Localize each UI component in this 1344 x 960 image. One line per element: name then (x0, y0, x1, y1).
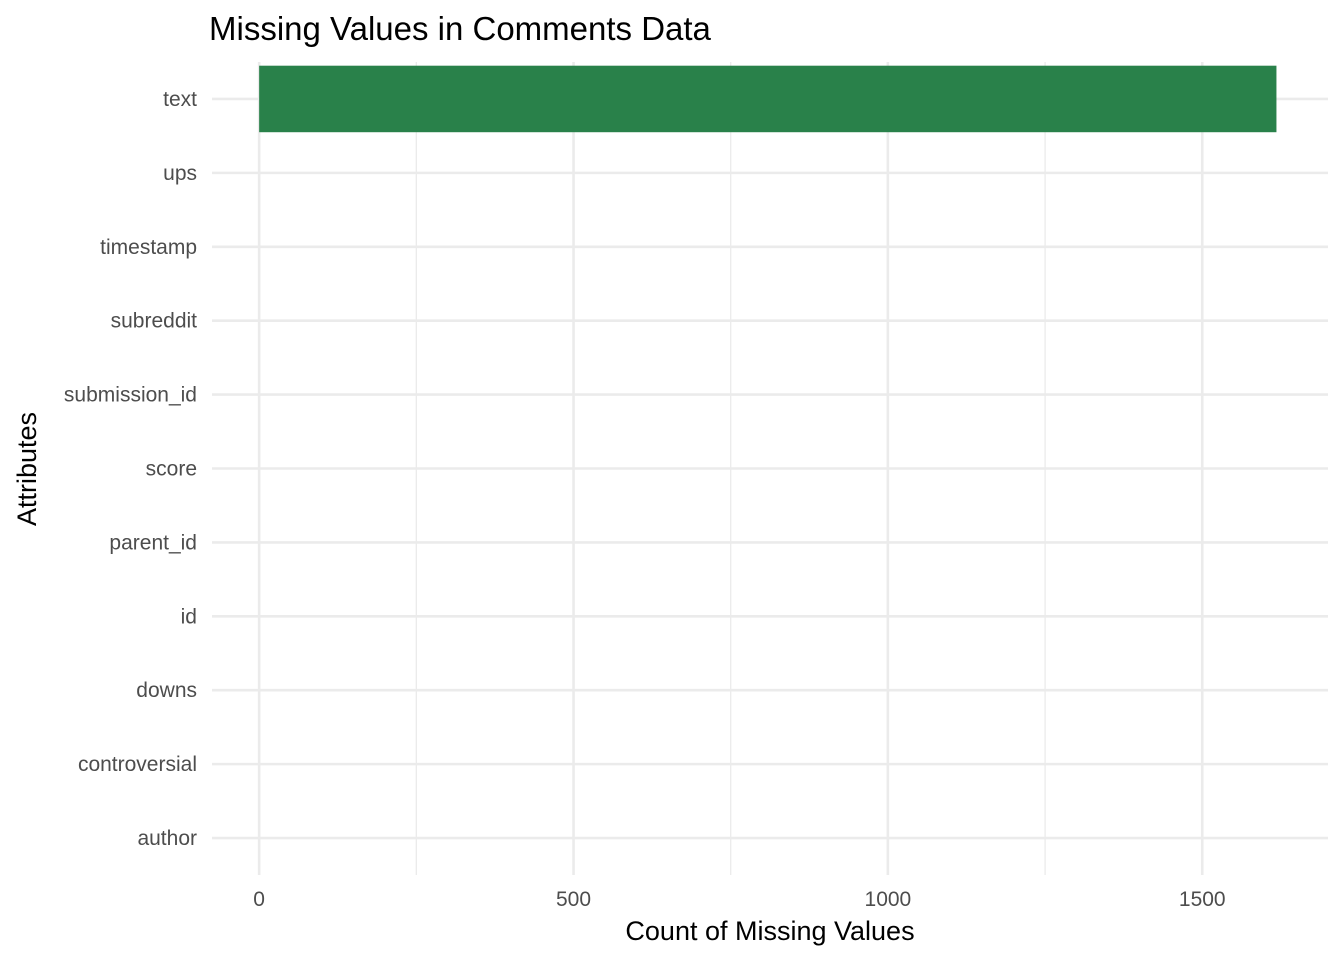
x-tick-label: 1000 (865, 888, 912, 911)
y-tick-label: subreddit (111, 310, 198, 333)
y-tick-label: author (137, 827, 197, 850)
x-tick-labels: 0 500 1000 1500 (253, 888, 1225, 911)
x-tick-label: 0 (253, 888, 265, 911)
x-tick-label: 500 (556, 888, 591, 911)
x-tick-label: 1500 (1179, 888, 1226, 911)
y-tick-label: downs (136, 679, 197, 702)
bar-text (259, 65, 1277, 133)
y-tick-label: controversial (78, 753, 197, 776)
y-tick-label: text (163, 88, 197, 111)
y-tick-label: score (146, 458, 197, 481)
grid (212, 62, 1328, 875)
y-tick-label: id (181, 605, 197, 628)
y-tick-label: parent_id (109, 531, 197, 554)
chart-title: Missing Values in Comments Data (209, 10, 712, 47)
y-axis-title: Attributes (12, 412, 42, 526)
bars (259, 65, 1277, 133)
y-tick-label: timestamp (100, 236, 197, 259)
y-tick-label: submission_id (64, 384, 197, 407)
x-axis-title: Count of Missing Values (625, 916, 914, 946)
y-tick-labels: author controversial downs id parent_id score… (64, 88, 197, 850)
y-tick-label: ups (163, 162, 197, 185)
